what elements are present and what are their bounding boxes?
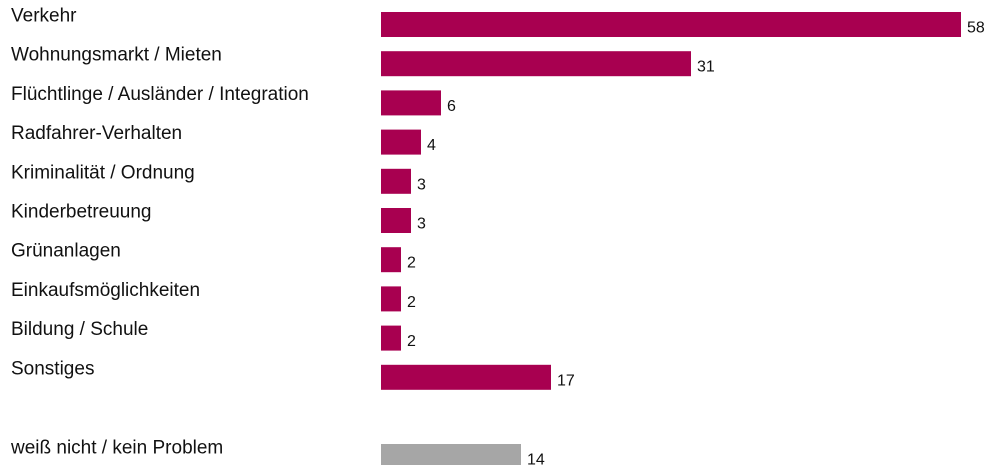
category-labels-group: Verkehr Wohnungsmarkt / Mieten Flüchtlinge… (10, 6, 309, 459)
value-label-wohnungsmarkt-mieten: 31 (697, 59, 715, 76)
bar-sonstiges (381, 364, 551, 390)
bar-wohnungsmarkt-mieten (381, 51, 691, 77)
category-label-fluechtlinge-auslaender-integration: Flüchtlinge / Ausländer / Integration (11, 84, 309, 105)
bar-bildung-schule (381, 325, 401, 351)
bar-einkaufsmoeglichkeiten (381, 286, 401, 312)
bar-weiss-nicht-kein-problem (381, 444, 521, 465)
bar-fluechtlinge-auslaender-integration (381, 90, 441, 116)
category-label-einkaufsmoeglichkeiten: Einkaufsmöglichkeiten (11, 280, 200, 301)
category-label-sonstiges: Sonstiges (11, 358, 94, 379)
bars-group (381, 12, 961, 465)
value-label-kinderbetreuung: 3 (417, 216, 426, 233)
value-label-sonstiges: 17 (557, 372, 575, 389)
bar-radfahrer-verhalten (381, 129, 421, 155)
bar-gruenanlagen (381, 247, 401, 273)
bar-verkehr (381, 12, 961, 37)
category-label-verkehr: Verkehr (11, 6, 77, 27)
category-label-weiss-nicht-kein-problem: weiß nicht / kein Problem (10, 438, 223, 459)
value-label-kriminalitaet-ordnung: 3 (417, 176, 426, 193)
value-label-fluechtlinge-auslaender-integration: 6 (447, 98, 456, 115)
category-label-gruenanlagen: Grünanlagen (11, 241, 121, 262)
value-label-bildung-schule: 2 (407, 333, 416, 350)
bar-kinderbetreuung (381, 208, 411, 233)
bar-kriminalitaet-ordnung (381, 168, 411, 194)
value-label-weiss-nicht-kein-problem: 14 (527, 452, 545, 465)
value-labels-group: 58 31 6 4 3 3 2 2 2 17 14 (407, 20, 985, 465)
value-label-verkehr: 58 (967, 20, 985, 37)
category-label-bildung-schule: Bildung / Schule (11, 319, 148, 340)
category-label-kriminalitaet-ordnung: Kriminalität / Ordnung (11, 162, 195, 183)
category-label-radfahrer-verhalten: Radfahrer-Verhalten (11, 123, 182, 144)
value-label-gruenanlagen: 2 (407, 255, 416, 272)
value-label-einkaufsmoeglichkeiten: 2 (407, 294, 416, 311)
category-label-kinderbetreuung: Kinderbetreuung (11, 202, 152, 223)
category-label-wohnungsmarkt-mieten: Wohnungsmarkt / Mieten (11, 45, 222, 66)
value-label-radfahrer-verhalten: 4 (427, 137, 436, 154)
